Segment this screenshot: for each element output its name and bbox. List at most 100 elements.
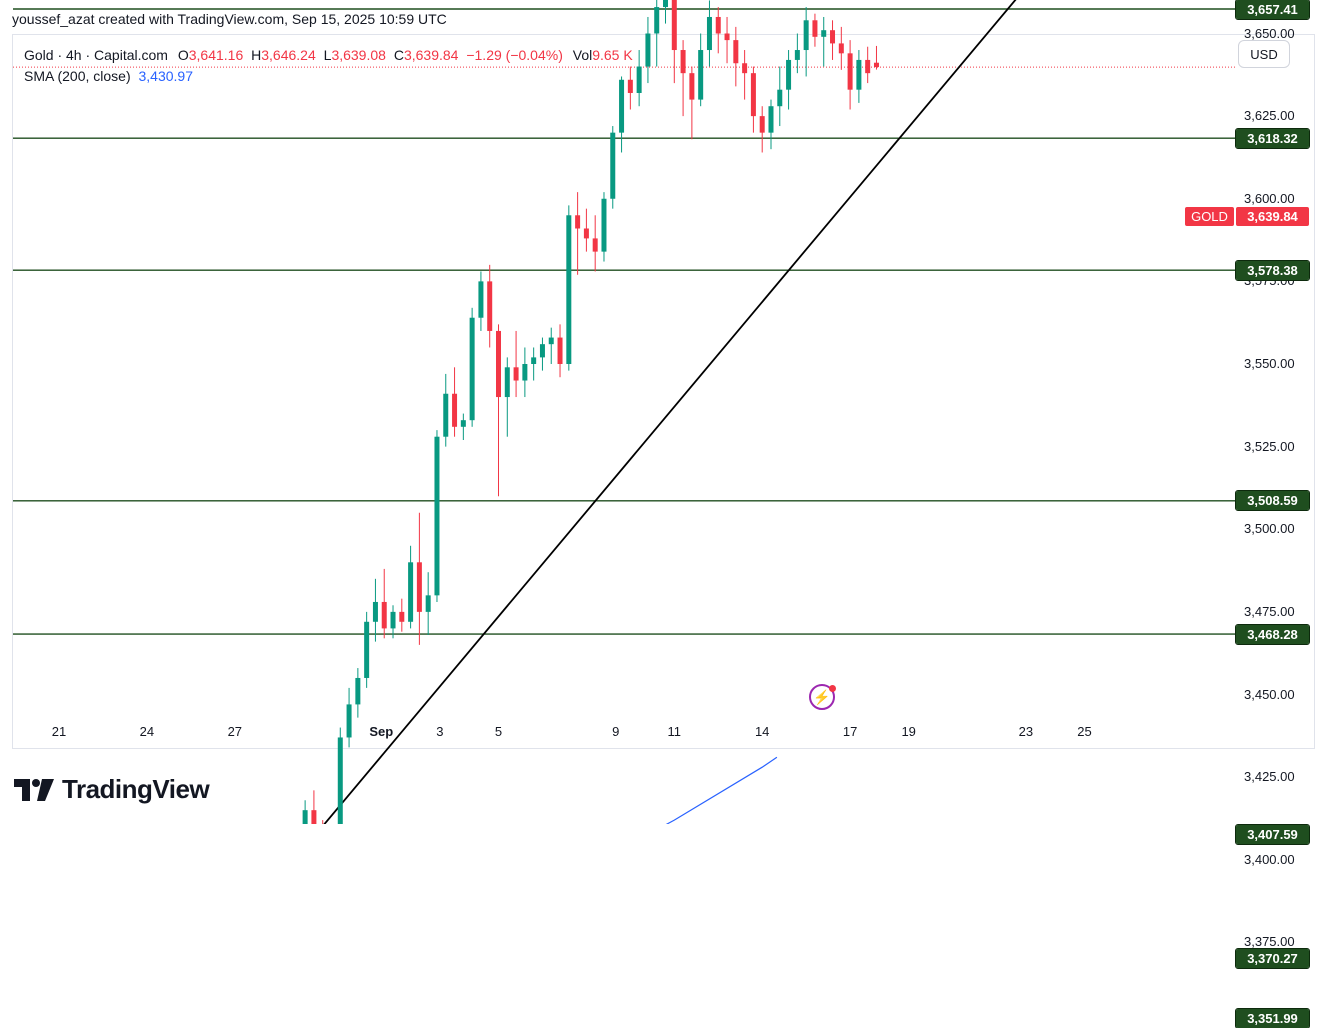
candle-body-89 — [830, 30, 836, 44]
trend-line — [323, 0, 1017, 824]
candle-body-37 — [372, 601, 378, 622]
candle-body-60 — [575, 215, 581, 229]
sma-row: SMA (200, close) 3,430.97 — [24, 66, 633, 87]
level-price-tag: 3,578.38 — [1235, 259, 1310, 281]
high-label: H — [251, 47, 262, 63]
candle-body-44 — [434, 436, 440, 596]
brand-name: TradingView — [62, 774, 210, 804]
open-label: O — [177, 47, 189, 63]
candle-body-51 — [496, 330, 501, 398]
y-tick-label: 3,400.00 — [1244, 851, 1295, 867]
candle-body-87 — [812, 20, 818, 37]
candle-body-72 — [680, 50, 686, 74]
tradingview-logo-icon — [14, 778, 54, 801]
candle-body-53 — [513, 367, 519, 381]
price-chart[interactable] — [0, 0, 1328, 824]
y-tick-label: 3,425.00 — [1244, 769, 1295, 785]
candle-body-92 — [856, 59, 862, 90]
candle-body-34 — [346, 704, 352, 738]
candle-body-80 — [750, 73, 756, 117]
change-value: −1.29 (−0.04%) — [466, 47, 563, 63]
candle-body-81 — [759, 116, 765, 133]
x-tick-label: 5 — [494, 724, 503, 739]
symbol-price-tag: GOLD — [1185, 207, 1234, 226]
candle-body-30 — [311, 810, 317, 824]
candle-body-69 — [654, 7, 660, 34]
candle-body-76 — [715, 16, 721, 34]
x-tick-label: 11 — [667, 724, 682, 739]
candle-body-33 — [337, 737, 343, 824]
symbol-info[interactable]: Gold · 4h · Capital.com — [24, 47, 168, 63]
x-tick-label: 9 — [612, 724, 620, 739]
notification-dot — [829, 685, 836, 692]
level-price-tag: 3,370.27 — [1235, 947, 1310, 969]
candle-body-79 — [742, 63, 748, 74]
ohlc-row: Gold · 4h · Capital.com O3,641.16 H3,646… — [24, 45, 633, 66]
y-tick-label: 3,375.00 — [1244, 934, 1295, 950]
candle-body-65 — [619, 79, 625, 133]
candle-body-35 — [355, 677, 361, 705]
candle-body-82 — [768, 106, 774, 133]
candle-body-38 — [381, 601, 387, 629]
chart-credit: youssef_azat created with TradingView.co… — [12, 11, 447, 27]
candle-body-93 — [865, 59, 871, 74]
last-price-tag: 3,639.84 — [1236, 207, 1309, 226]
candle-body-62 — [592, 238, 598, 252]
candle-body-70 — [663, 0, 669, 8]
x-tick-label: 27 — [227, 724, 243, 739]
candle-body-39 — [390, 611, 396, 629]
y-tick-label: 3,625.00 — [1244, 108, 1295, 124]
candle-body-58 — [557, 337, 563, 364]
candle-body-86 — [803, 20, 809, 51]
y-tick-label: 3,475.00 — [1244, 603, 1295, 619]
y-tick-label: 3,600.00 — [1244, 190, 1295, 206]
candle-body-43 — [425, 595, 431, 612]
currency-button[interactable]: USD — [1238, 40, 1290, 68]
candle-body-55 — [531, 357, 537, 364]
candle-body-75 — [706, 16, 712, 51]
x-tick-label: 19 — [901, 724, 916, 739]
candle-body-56 — [539, 344, 545, 358]
high-value: 3,646.24 — [261, 47, 316, 63]
candle-body-57 — [548, 337, 554, 345]
candle-body-91 — [847, 53, 853, 90]
candle-body-64 — [610, 132, 616, 199]
volume-label: Vol — [572, 47, 593, 63]
close-label: C — [393, 47, 404, 63]
candle-body-49 — [478, 281, 484, 318]
x-tick-label: 3 — [436, 724, 444, 739]
level-price-tag: 3,508.59 — [1235, 490, 1310, 512]
candle-body-77 — [724, 33, 730, 41]
candle-body-66 — [627, 79, 633, 93]
candle-body-68 — [645, 33, 651, 67]
candle-body-47 — [460, 420, 466, 427]
candle-body-29 — [302, 810, 308, 824]
candle-body-67 — [636, 66, 642, 93]
tradingview-logo: TradingView — [14, 774, 210, 805]
candle-body-40 — [399, 611, 405, 622]
chart-frame[interactable] — [12, 34, 1315, 749]
candle-body-83 — [777, 89, 783, 107]
candle-body-63 — [601, 198, 607, 252]
level-price-tag: 3,657.41 — [1235, 0, 1310, 20]
low-label: L — [323, 47, 332, 63]
candle-body-84 — [786, 59, 792, 90]
y-tick-label: 3,450.00 — [1244, 686, 1295, 702]
sma-line — [665, 756, 778, 824]
chart-legend: Gold · 4h · Capital.com O3,641.16 H3,646… — [24, 45, 633, 87]
candle-body-74 — [698, 50, 704, 100]
candle-body-46 — [452, 393, 458, 427]
x-tick-label: 23 — [1018, 724, 1034, 739]
close-value: 3,639.84 — [403, 47, 459, 63]
open-value: 3,641.16 — [188, 47, 244, 63]
candle-body-90 — [838, 43, 844, 54]
flash-icon[interactable]: ⚡ — [809, 684, 836, 710]
candle-body-61 — [583, 228, 589, 239]
level-price-tag: 3,468.28 — [1235, 623, 1310, 645]
sma-value: 3,430.97 — [138, 68, 194, 84]
x-tick-label: 25 — [1077, 724, 1092, 739]
y-tick-label: 3,550.00 — [1244, 356, 1295, 371]
sma-label[interactable]: SMA (200, close) — [24, 68, 131, 84]
candle-body-88 — [821, 30, 827, 37]
candle-body-41 — [408, 562, 414, 622]
